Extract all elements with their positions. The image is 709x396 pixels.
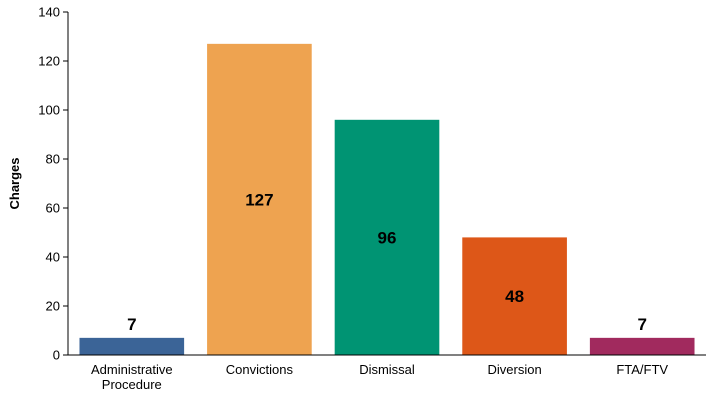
y-axis-label: Charges <box>7 157 22 209</box>
y-tick-label: 60 <box>46 201 60 216</box>
x-tick-label: Diversion <box>488 362 542 377</box>
data-label: 96 <box>378 228 397 247</box>
bar <box>207 43 312 355</box>
x-axis: Administrative Procedure Convictions Dismis… <box>68 354 706 392</box>
y-tick-label: 100 <box>38 103 60 118</box>
data-labels: 7 127 96 48 7 <box>127 190 647 333</box>
bars <box>79 43 695 355</box>
data-label: 127 <box>245 190 273 209</box>
bar <box>334 119 440 355</box>
data-label: 7 <box>127 315 136 334</box>
x-tick-label: Convictions <box>226 362 294 377</box>
bar <box>79 337 185 355</box>
y-tick-label: 140 <box>38 5 60 20</box>
y-axis: 0 20 40 60 80 100 120 140 <box>38 5 69 363</box>
y-tick-label: 120 <box>38 54 60 69</box>
y-tick-label: 40 <box>46 250 60 265</box>
x-tick-label: Administrative Procedure <box>91 362 173 392</box>
bar <box>462 237 567 355</box>
x-tick-label: Dismissal <box>359 362 415 377</box>
bar <box>589 337 695 355</box>
y-tick-label: 80 <box>46 152 60 167</box>
data-label: 7 <box>637 315 646 334</box>
y-tick-label: 20 <box>46 299 60 314</box>
y-tick-label: 0 <box>53 348 60 363</box>
data-label: 48 <box>505 287 524 306</box>
x-tick-label: FTA/FTV <box>616 362 668 377</box>
